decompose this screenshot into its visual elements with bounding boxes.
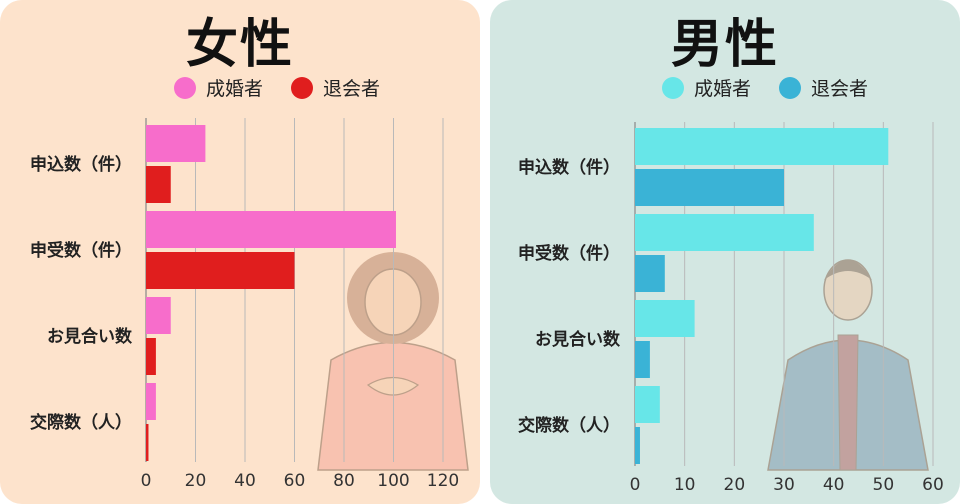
male-legend-item-withdrawn: 退会者 — [779, 74, 868, 101]
male-legend-label-married: 成婚者 — [694, 78, 752, 100]
female-panel: 女性 成婚者 退会者 0 20 40 60 80 100 120 申込数（件） 申受数（件） お見… — [0, 0, 480, 504]
male-panel: 男性 成婚者 退会者 0 10 20 30 40 50 60 申込数（件） 申受数（件） お見合い… — [490, 0, 960, 504]
bar-withdrawn — [146, 166, 171, 203]
category-label: 交際数（人） — [518, 415, 620, 436]
bar-married — [146, 297, 171, 334]
man-illustration — [767, 259, 929, 471]
female-legend-swatch-withdrawn — [291, 76, 314, 99]
category-label: 申受数（件） — [518, 243, 620, 264]
x-tick-label: 60 — [922, 475, 944, 495]
male-legend-swatch-married — [662, 76, 684, 99]
bar-married — [146, 125, 206, 162]
x-tick-label: 30 — [773, 475, 795, 495]
x-tick-label: 20 — [724, 475, 746, 495]
female-legend-label-married: 成婚者 — [206, 78, 264, 100]
x-tick-label: 120 — [427, 471, 459, 491]
bar-married — [146, 383, 156, 420]
bar-withdrawn — [146, 424, 149, 461]
female-legend: 成婚者 退会者 — [174, 74, 380, 101]
bar-married — [635, 128, 889, 165]
female-legend-item-withdrawn: 退会者 — [291, 74, 380, 101]
x-tick-label: 50 — [873, 475, 895, 495]
male-legend: 成婚者 退会者 — [662, 74, 868, 101]
female-legend-label-withdrawn: 退会者 — [323, 78, 381, 100]
bar-withdrawn — [146, 252, 295, 289]
bar-withdrawn — [635, 169, 784, 206]
x-tick-label: 60 — [284, 471, 306, 491]
female-legend-item-married: 成婚者 — [174, 74, 263, 101]
category-label: お見合い数 — [535, 329, 621, 350]
male-legend-label-withdrawn: 退会者 — [811, 78, 869, 100]
x-tick-label: 40 — [823, 475, 845, 495]
male-chart-title: 男性 — [670, 15, 779, 75]
bar-married — [635, 214, 814, 251]
x-tick-label: 80 — [333, 471, 355, 491]
x-tick-label: 40 — [234, 471, 256, 491]
bar-withdrawn — [635, 255, 665, 292]
category-label: 交際数（人） — [30, 412, 132, 433]
female-chart-title: 女性 — [185, 15, 294, 75]
man-hair — [824, 260, 872, 280]
category-label: 申受数（件） — [30, 240, 132, 261]
category-label: お見合い数 — [47, 326, 133, 347]
x-tick-label: 0 — [141, 471, 152, 491]
x-tick-label: 100 — [377, 471, 409, 491]
female-legend-swatch-married — [174, 76, 196, 99]
male-legend-item-married: 成婚者 — [662, 74, 751, 101]
category-label: 申込数（件） — [518, 157, 620, 178]
x-tick-label: 10 — [674, 475, 696, 495]
man-tie — [837, 334, 859, 471]
bar-withdrawn — [635, 341, 650, 378]
x-tick-label: 20 — [185, 471, 207, 491]
bar-withdrawn — [146, 338, 156, 375]
bar-married — [635, 300, 695, 337]
bar-married — [635, 386, 660, 423]
x-tick-label: 0 — [630, 475, 641, 495]
bar-married — [146, 211, 396, 248]
male-legend-swatch-withdrawn — [779, 76, 802, 99]
category-label: 申込数（件） — [30, 154, 132, 175]
bar-withdrawn — [635, 427, 640, 464]
